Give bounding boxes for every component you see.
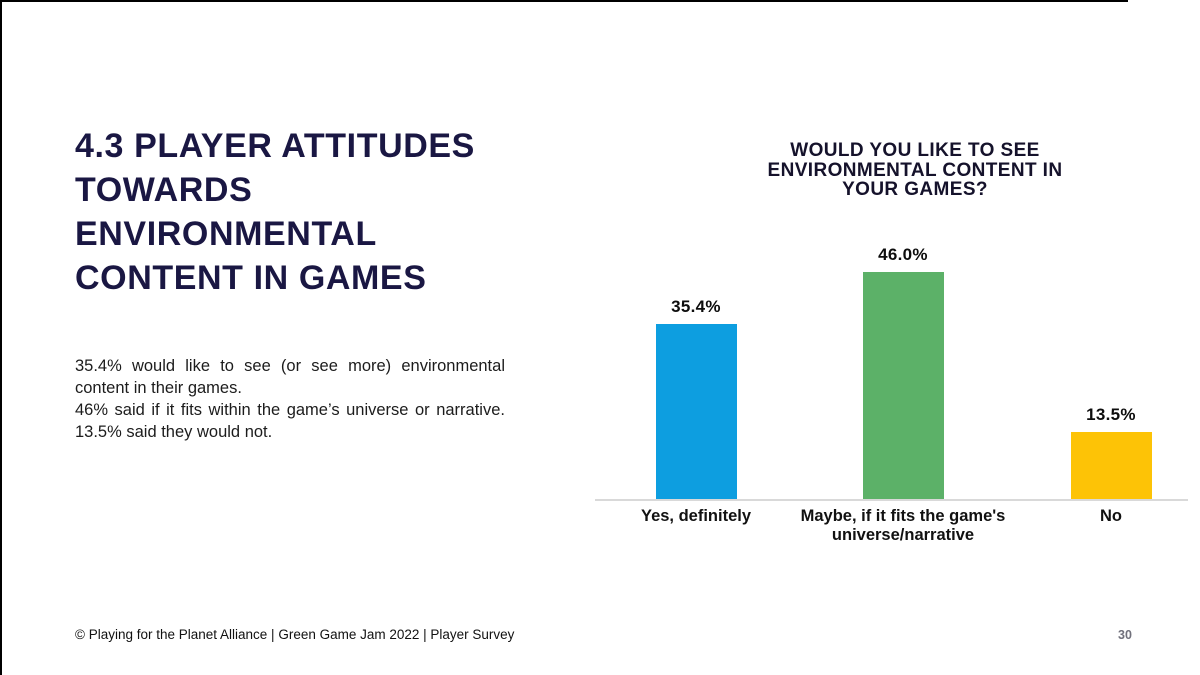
x-axis-label-maybe: Maybe, if it fits the game's universe/na…	[800, 507, 1006, 544]
window-border-top	[0, 0, 1128, 2]
bar	[862, 272, 944, 499]
slide-body-text: 35.4% would like to see (or see more) en…	[75, 355, 505, 443]
body-paragraph-2: 46% said if it fits within the game’s un…	[75, 401, 505, 441]
x-axis-label-yes: Yes, definitely	[640, 507, 752, 525]
page-number: 30	[1118, 628, 1132, 642]
bar-value-label: 46.0%	[878, 245, 928, 264]
window-border-left	[0, 0, 2, 675]
slide-title-line-3: ENVIRONMENTAL	[75, 215, 377, 253]
x-axis-label-no: No	[1100, 507, 1122, 525]
bar	[655, 324, 737, 499]
chart-title-line-3: YOUR GAMES?	[842, 179, 988, 200]
bar-group-maybe: 46.0%	[803, 245, 1003, 499]
bar-value-label: 35.4%	[671, 297, 721, 316]
chart-title-line-2: ENVIRONMENTAL CONTENT IN	[767, 159, 1063, 181]
bar	[1070, 432, 1152, 499]
bar-value-label: 13.5%	[1086, 405, 1136, 424]
slide-title-line-2: TOWARDS	[75, 171, 253, 209]
body-paragraph-1: 35.4% would like to see (or see more) en…	[75, 357, 505, 397]
slide-title-line-1: 4.3 PLAYER ATTITUDES	[75, 127, 475, 165]
chart-title: WOULD YOU LIKE TO SEE ENVIRONMENTAL CONT…	[650, 141, 1180, 200]
bar-group-yes: 35.4%	[596, 297, 796, 499]
slide-title-line-4: CONTENT IN GAMES	[75, 259, 427, 297]
chart-title-line-1: WOULD YOU LIKE TO SEE	[790, 140, 1040, 161]
slide-title: 4.3 PLAYER ATTITUDES TOWARDS ENVIRONMENT…	[75, 124, 515, 300]
x-axis-line	[595, 499, 1188, 501]
bar-group-no: 13.5%	[1011, 405, 1200, 499]
footer-credit: © Playing for the Planet Alliance | Gree…	[75, 627, 515, 642]
